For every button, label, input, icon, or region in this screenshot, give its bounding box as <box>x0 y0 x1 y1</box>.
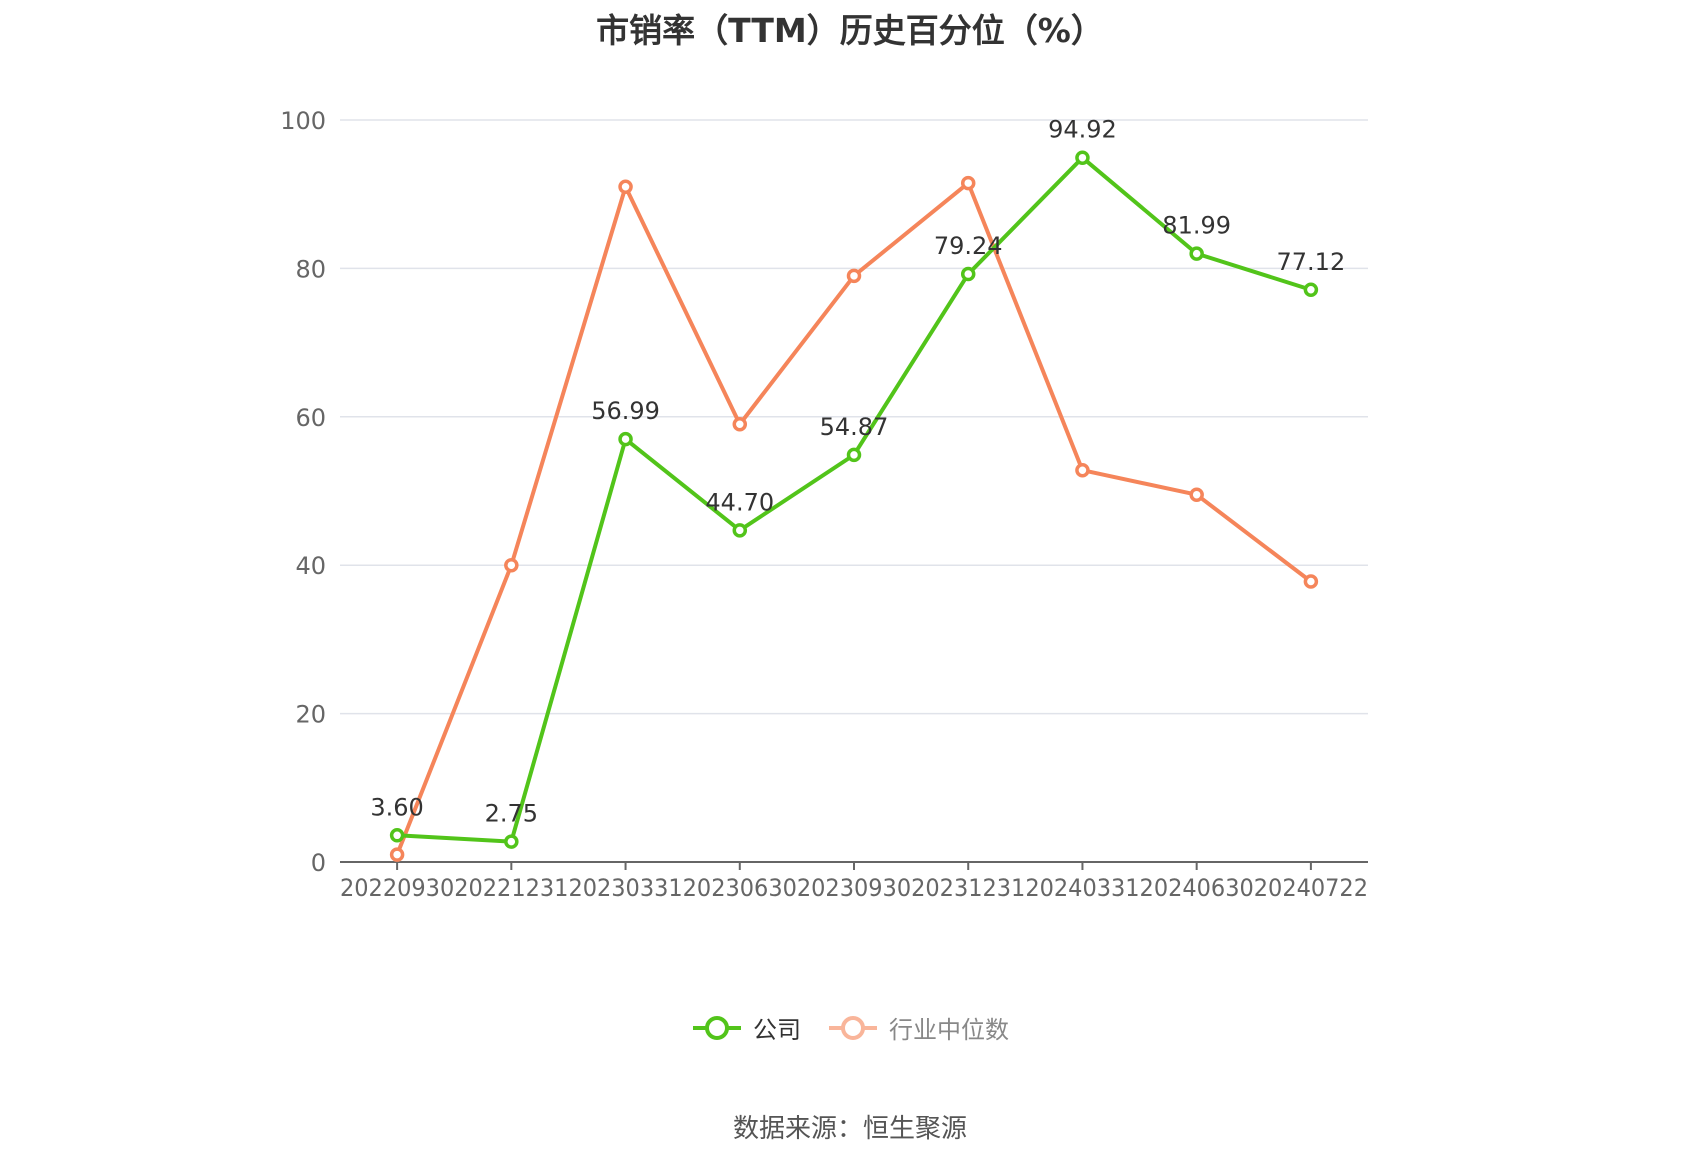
y-tick-label: 60 <box>295 404 326 432</box>
data-point-company[interactable] <box>618 431 633 447</box>
x-tick-label: 20230930 <box>797 874 911 902</box>
data-point-industry[interactable] <box>1303 574 1319 589</box>
data-point-industry[interactable] <box>618 179 633 195</box>
data-point-company[interactable] <box>1075 150 1090 165</box>
data-point-industry[interactable] <box>1189 487 1204 502</box>
x-tick-label: 20230630 <box>683 874 797 902</box>
data-point-industry[interactable] <box>960 175 976 191</box>
legend-item-industry[interactable]: 行业中位数 <box>827 1010 1009 1045</box>
x-tick-label: 20220930 <box>340 874 454 902</box>
data-source: 数据来源：恒生聚源 <box>732 1114 967 1144</box>
data-point-industry[interactable] <box>732 416 748 432</box>
data-label-company: 56.99 <box>591 397 660 425</box>
y-tick-label: 100 <box>280 107 326 135</box>
legend-company-marker <box>693 1015 741 1040</box>
series-lines <box>389 150 1319 862</box>
data-point-company[interactable] <box>732 523 748 538</box>
data-point-industry[interactable] <box>1075 462 1090 478</box>
x-tick-label: 20240722 <box>1254 874 1368 902</box>
data-point-company[interactable] <box>1303 282 1319 298</box>
legend: 公司 行业中位数 <box>0 1010 1700 1045</box>
y-tick-label: 40 <box>295 552 326 580</box>
data-point-company[interactable] <box>1189 246 1204 261</box>
series-line-company <box>395 155 1313 844</box>
y-tick-label: 20 <box>295 701 326 729</box>
y-tick-label: 0 <box>311 849 326 877</box>
chart-title: 市销率（TTM）历史百分位（%） <box>596 11 1104 50</box>
y-tick-label: 80 <box>295 255 326 283</box>
x-tick-label: 20230331 <box>568 874 682 902</box>
data-label-company: 94.92 <box>1048 116 1117 144</box>
data-point-company[interactable] <box>389 828 405 843</box>
legend-industry-marker <box>829 1015 877 1040</box>
data-label-company: 54.87 <box>820 413 889 441</box>
x-tick-label: 20221231 <box>454 874 568 902</box>
data-labels: 3.60 2.75 56.99 44.70 54.87 79.24 94.92 81.99 77… <box>370 116 1345 828</box>
legend-item-company[interactable]: 公司 <box>691 1010 801 1045</box>
data-point-company[interactable] <box>960 266 976 282</box>
legend-label-company: 公司 <box>753 1016 801 1044</box>
data-label-company: 44.70 <box>705 488 774 516</box>
data-point-industry[interactable] <box>846 268 862 284</box>
x-tick-label: 20240331 <box>1025 874 1139 902</box>
data-point-industry[interactable] <box>389 847 405 862</box>
data-label-company: 77.12 <box>1277 248 1346 276</box>
data-label-company: 79.24 <box>934 232 1003 260</box>
data-label-company: 81.99 <box>1162 212 1231 240</box>
data-label-company: 3.60 <box>370 793 423 821</box>
data-label-company: 2.75 <box>485 800 538 828</box>
legend-label-industry: 行业中位数 <box>889 1016 1009 1044</box>
data-point-company[interactable] <box>504 834 519 849</box>
data-point-company[interactable] <box>846 447 862 463</box>
x-tick-label: 20231231 <box>911 874 1025 902</box>
data-point-industry[interactable] <box>504 557 519 573</box>
x-tick-label: 20240630 <box>1140 874 1254 902</box>
